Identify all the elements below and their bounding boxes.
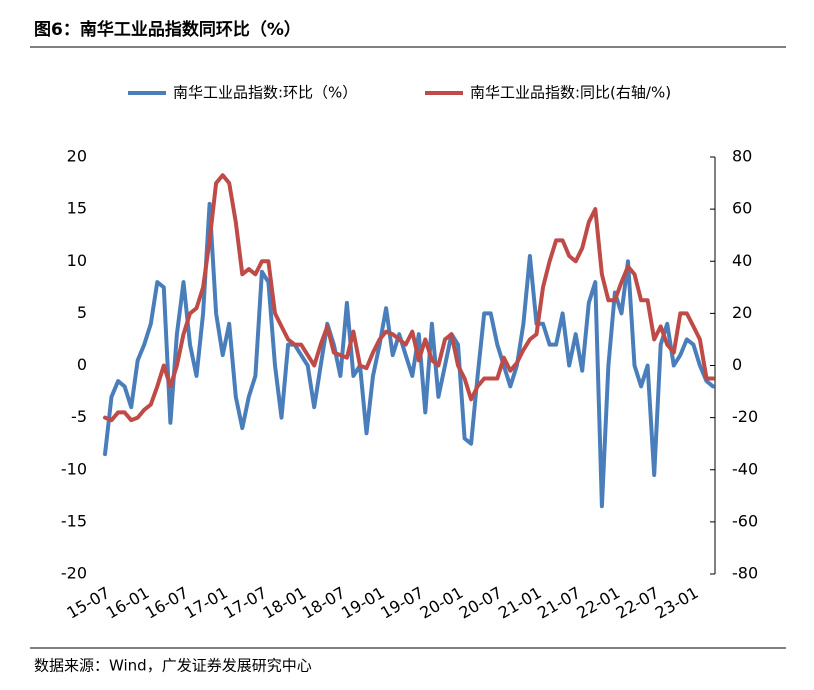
- y2-tick-label: -80: [732, 564, 758, 583]
- x-tick-label: 19-01: [338, 583, 388, 623]
- y-tick-label: 5: [77, 303, 87, 322]
- y-tick-label: 15: [67, 199, 87, 218]
- y2-tick-label: 80: [732, 147, 752, 166]
- series-line: [103, 201, 715, 509]
- x-tick-label: 18-07: [299, 583, 349, 623]
- x-tick-label: 20-01: [417, 583, 467, 623]
- x-tick-label: 18-01: [260, 583, 310, 623]
- x-tick-label: 21-01: [495, 583, 545, 623]
- y-tick-label: 0: [77, 355, 87, 374]
- y-tick-label: -5: [71, 407, 87, 426]
- x-tick-label: 16-07: [142, 583, 192, 623]
- y2-tick-label: 20: [732, 303, 752, 322]
- x-tick-label: 22-07: [613, 583, 663, 623]
- y2-tick-label: -40: [732, 459, 758, 478]
- legend-label: 南华工业品指数:环比（%）: [173, 84, 357, 102]
- x-tick-label: 21-07: [534, 583, 584, 623]
- x-tick-label: 15-07: [63, 583, 113, 623]
- y2-tick-label: 60: [732, 199, 752, 218]
- y-tick-label: -10: [61, 459, 87, 478]
- x-tick-label: 16-01: [103, 583, 153, 623]
- x-tick-label: 23-01: [652, 583, 702, 623]
- x-tick-label: 20-07: [456, 583, 506, 623]
- legend-label: 南华工业品指数:同比(右轴/%): [470, 84, 671, 102]
- chart-title: 图6：南华工业品指数同环比（%）: [34, 19, 301, 40]
- y-tick-label: 10: [67, 251, 87, 270]
- x-tick-label: 17-01: [181, 583, 231, 623]
- series-line: [103, 173, 715, 423]
- source: 数据来源：Wind，广发证券发展研究中心: [34, 657, 312, 675]
- y2-tick-label: 0: [732, 355, 742, 374]
- y2-tick-label: -20: [732, 407, 758, 426]
- y-tick-label: -15: [61, 511, 87, 530]
- y-tick-label: -20: [61, 564, 87, 583]
- x-tick-label: 17-07: [220, 583, 270, 623]
- y2-tick-label: -60: [732, 511, 758, 530]
- x-tick-label: 19-07: [377, 583, 427, 623]
- x-tick-label: 22-01: [573, 583, 623, 623]
- y-tick-label: 20: [67, 147, 87, 166]
- y2-tick-label: 40: [732, 251, 752, 270]
